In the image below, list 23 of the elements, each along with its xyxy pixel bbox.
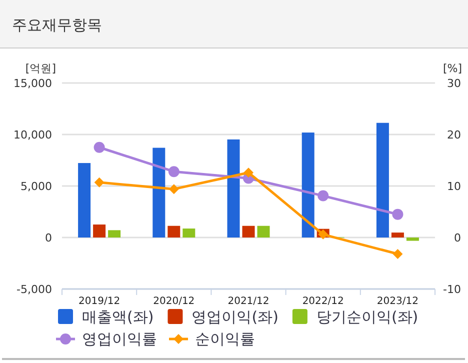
x-tick-label: 2022/12 bbox=[302, 296, 344, 307]
y2-tick-label: -10 bbox=[443, 283, 461, 296]
y2-tick-label: 30 bbox=[447, 77, 461, 90]
y-tick-label: 15,000 bbox=[14, 77, 52, 90]
legend-label: 매출액(좌) bbox=[82, 308, 154, 326]
legend-label: 영업이익(좌) bbox=[192, 308, 278, 326]
legend-label: 영업이익률 bbox=[82, 330, 157, 348]
x-tick-label: 2021/12 bbox=[228, 296, 270, 307]
y2-tick-label: 10 bbox=[447, 180, 461, 193]
y2-tick-label: 0 bbox=[454, 232, 461, 244]
y2-tick-label: 20 bbox=[447, 128, 461, 142]
y-tick-label: 5,000 bbox=[20, 180, 52, 193]
x-tick-label: 2023/12 bbox=[376, 296, 418, 307]
y-axis-title: [억원] bbox=[25, 62, 56, 75]
legend-label: 당기순이익(좌) bbox=[316, 308, 418, 326]
x-tick-label: 2020/12 bbox=[153, 296, 195, 307]
x-tick-label: 2019/12 bbox=[78, 296, 120, 307]
y2-axis-title: [%] bbox=[442, 62, 462, 75]
legend-label: 순이익률 bbox=[195, 330, 255, 348]
y-tick-label: 10,000 bbox=[14, 128, 52, 142]
y-tick-label: -5,000 bbox=[16, 283, 52, 296]
y-tick-label: 0 bbox=[45, 232, 52, 244]
chart-title: 주요재무항목 bbox=[12, 16, 102, 34]
